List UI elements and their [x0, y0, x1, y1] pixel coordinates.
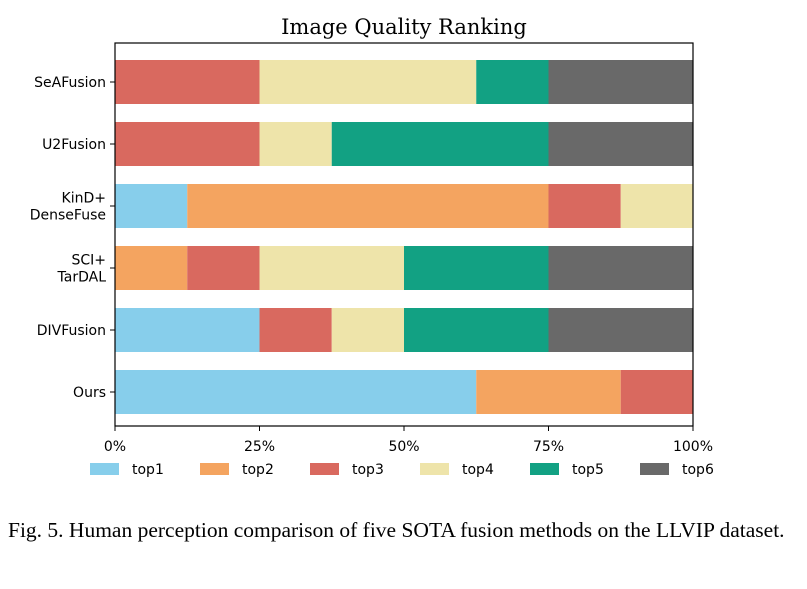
legend-swatch-top3: [310, 463, 339, 475]
bar-divfusion-top3: [259, 308, 332, 352]
x-tick-label: 0%: [104, 439, 126, 455]
bar-seafusion-top5: [476, 60, 549, 104]
chart-title: Image Quality Ranking: [281, 15, 527, 39]
y-axis: SeAFusion U2Fusion KinD+DenseFuse SCI+TarDA…: [30, 75, 115, 401]
bar-divfusion-top5: [404, 308, 549, 352]
bar-kind-densefuse-top3: [548, 184, 621, 228]
x-tick-label: 75%: [533, 439, 564, 455]
legend: top1 top2 top3 top4 top5 top6: [90, 462, 714, 478]
bar-seafusion-top6: [548, 60, 693, 104]
bar-sci-tardal-top6: [548, 246, 693, 290]
x-tick-label: 50%: [388, 439, 419, 455]
y-tick-label: Ours: [73, 385, 106, 401]
bars-layer: [115, 60, 693, 414]
bar-ours-top3: [620, 370, 693, 414]
figure-caption: Fig. 5. Human perception comparison of f…: [8, 518, 785, 542]
bar-u2fusion-top4: [259, 122, 332, 166]
y-tick-label: KinD+: [62, 191, 106, 207]
y-tick-label: U2Fusion: [42, 137, 106, 153]
legend-label-top2: top2: [242, 462, 274, 478]
bar-divfusion-top4: [331, 308, 404, 352]
y-tick-label: DIVFusion: [37, 323, 106, 339]
x-tick-label: 100%: [673, 439, 713, 455]
legend-swatch-top1: [90, 463, 119, 475]
bar-kind-densefuse-top2: [187, 184, 549, 228]
bar-kind-densefuse-top4: [620, 184, 693, 228]
legend-label-top1: top1: [132, 462, 164, 478]
bar-sci-tardal-top2: [115, 246, 188, 290]
bar-u2fusion-top6: [548, 122, 693, 166]
legend-swatch-top5: [530, 463, 559, 475]
bar-u2fusion-top5: [331, 122, 549, 166]
bar-ours-top1: [115, 370, 477, 414]
y-tick-label: SCI+: [71, 253, 106, 269]
legend-label-top4: top4: [462, 462, 494, 478]
y-tick-label: DenseFuse: [30, 208, 106, 224]
chart-figure: Image Quality Ranking SeAFusion U2Fusion K…: [30, 15, 714, 478]
bar-u2fusion-top3: [115, 122, 260, 166]
bar-seafusion-top3: [115, 60, 260, 104]
legend-swatch-top4: [420, 463, 449, 475]
bar-divfusion-top1: [115, 308, 260, 352]
legend-label-top3: top3: [352, 462, 384, 478]
legend-label-top6: top6: [682, 462, 714, 478]
legend-swatch-top6: [640, 463, 669, 475]
bar-sci-tardal-top5: [404, 246, 549, 290]
bar-kind-densefuse-top1: [115, 184, 188, 228]
y-tick-label: TarDAL: [57, 270, 107, 286]
bar-divfusion-top6: [548, 308, 693, 352]
x-tick-label: 25%: [244, 439, 275, 455]
bar-sci-tardal-top4: [259, 246, 404, 290]
bar-seafusion-top4: [259, 60, 477, 104]
bar-ours-top2: [476, 370, 621, 414]
legend-label-top5: top5: [572, 462, 604, 478]
y-tick-label: SeAFusion: [34, 75, 106, 91]
x-axis: 0% 25% 50% 75% 100%: [104, 426, 713, 455]
bar-sci-tardal-top3: [187, 246, 260, 290]
legend-swatch-top2: [200, 463, 229, 475]
